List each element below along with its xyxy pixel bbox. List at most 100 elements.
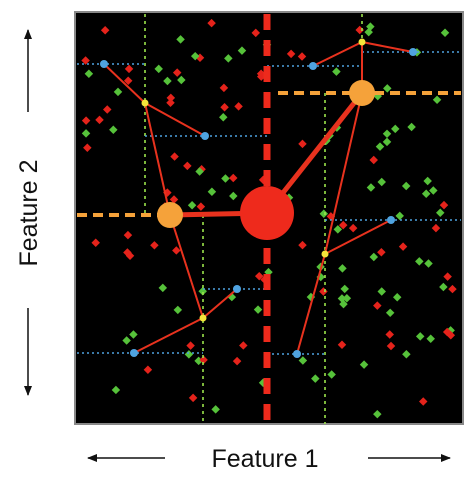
data-point (234, 102, 243, 111)
data-point (172, 246, 181, 255)
data-point (123, 76, 133, 85)
data-point (184, 350, 194, 359)
data-point (337, 340, 347, 349)
data-point (342, 293, 352, 303)
data-point (91, 238, 100, 248)
data-point (207, 187, 217, 197)
data-point (166, 98, 175, 107)
leaf (130, 349, 138, 357)
data-point (338, 220, 348, 230)
data-point (407, 122, 416, 132)
data-point (421, 189, 431, 199)
data-point (253, 305, 263, 314)
data-point (195, 167, 204, 176)
data-point (366, 183, 376, 192)
data-point (319, 209, 329, 218)
data-point (220, 103, 229, 112)
data-point (339, 299, 348, 309)
points (81, 18, 457, 419)
data-point (170, 152, 179, 161)
data-point (395, 211, 404, 221)
leaf (233, 285, 241, 293)
data-point (81, 116, 91, 125)
data-point (355, 25, 364, 35)
data-point (377, 287, 386, 296)
data-point (177, 75, 186, 85)
data-point (298, 240, 307, 250)
data-point (187, 200, 197, 210)
data-point (377, 247, 386, 257)
data-point (369, 155, 378, 165)
data-point (166, 93, 176, 103)
data-point (232, 356, 242, 366)
data-point (366, 22, 375, 31)
data-point (109, 125, 118, 135)
leaf (100, 60, 108, 68)
node (157, 202, 183, 228)
data-point (286, 49, 296, 59)
data-point (402, 349, 411, 359)
data-point (122, 336, 131, 345)
data-point (129, 330, 138, 339)
leaf (387, 216, 395, 224)
data-point (442, 327, 452, 337)
data-point (251, 28, 261, 38)
data-point (150, 241, 159, 250)
data-point (426, 334, 435, 343)
node (349, 80, 375, 106)
data-point (158, 283, 168, 293)
data-point (398, 242, 408, 251)
data-point (431, 223, 441, 233)
data-point (176, 35, 185, 44)
data-point (423, 176, 432, 186)
leaf (409, 48, 417, 56)
data-point (169, 195, 179, 204)
data-point (237, 46, 247, 55)
data-point (340, 284, 349, 294)
data-point (443, 272, 452, 281)
data-point (415, 332, 425, 341)
leaf (201, 132, 209, 140)
leaf (293, 350, 301, 358)
data-point (173, 305, 183, 315)
node (321, 250, 329, 258)
data-point (429, 186, 438, 195)
data-point (338, 264, 347, 273)
node (358, 38, 366, 46)
data-point (229, 173, 238, 183)
data-point (113, 87, 123, 97)
data-point (448, 284, 457, 294)
data-point (440, 28, 450, 37)
data-point (163, 76, 172, 86)
data-point (436, 208, 445, 218)
data-point (239, 341, 248, 350)
data-point (188, 393, 198, 403)
data-point (224, 54, 233, 63)
node (199, 314, 207, 322)
data-point (386, 341, 396, 351)
data-point (332, 67, 341, 76)
data-point (143, 365, 153, 374)
tree-nodes (100, 38, 417, 358)
data-point (124, 64, 134, 74)
data-point (111, 385, 121, 395)
data-point (382, 137, 392, 147)
data-point (348, 223, 358, 233)
data-point (103, 105, 112, 114)
data-point (439, 200, 449, 210)
data-point (424, 259, 433, 268)
node (141, 99, 149, 107)
data-point (81, 129, 91, 138)
data-point (84, 69, 94, 79)
data-point (196, 202, 206, 211)
data-point (375, 142, 385, 151)
data-point (211, 405, 220, 414)
data-point (229, 191, 238, 201)
data-point (383, 84, 392, 93)
data-point (373, 301, 382, 310)
split-lines (77, 14, 461, 424)
data-point (219, 83, 229, 93)
data-point (125, 251, 135, 261)
data-point (257, 72, 266, 81)
